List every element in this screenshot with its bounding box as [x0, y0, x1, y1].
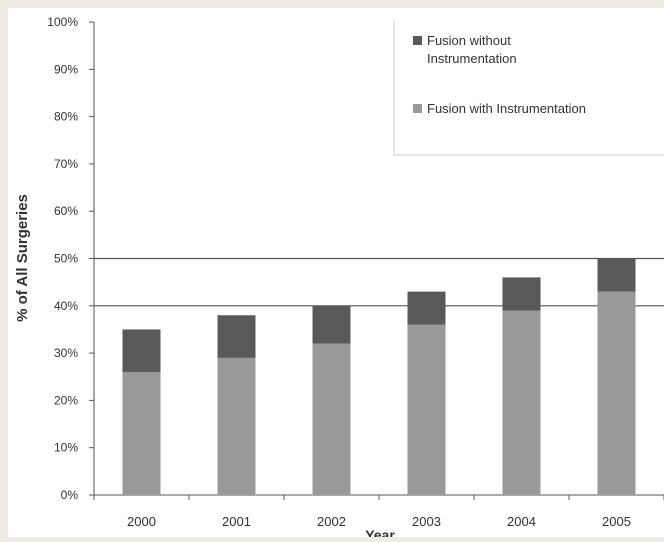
bar-segment — [217, 315, 256, 358]
x-tick-label: 2000 — [127, 514, 156, 529]
bar-segment — [217, 357, 256, 495]
bar-segment — [122, 329, 161, 373]
x-axis: 2000 2001 2002 2003 2004 2005 — [93, 494, 664, 529]
bar-segment — [312, 343, 351, 495]
x-tick-label: 2005 — [602, 514, 631, 529]
y-tick-label: 90% — [54, 62, 78, 76]
bar-segment — [407, 324, 446, 495]
bar-segment — [502, 277, 541, 311]
legend-label: Instrumentation — [427, 51, 517, 66]
bar-segment — [597, 291, 636, 495]
y-tick-label: 10% — [54, 441, 78, 455]
x-tick-label: 2004 — [507, 514, 536, 529]
y-tick-label: 40% — [54, 299, 78, 313]
y-tick-label: 30% — [54, 346, 78, 360]
bars — [122, 258, 636, 495]
x-tick-label: 2003 — [412, 514, 441, 529]
x-tick-label: 2002 — [317, 514, 346, 529]
y-tick-label: 0% — [61, 488, 79, 502]
y-tick-label: 50% — [54, 252, 78, 266]
legend-label: Fusion with Instrumentation — [427, 101, 586, 116]
y-tick-label: 20% — [54, 393, 78, 407]
y-tick-label: 60% — [54, 204, 78, 218]
bar-segment — [312, 305, 351, 344]
reference-lines — [94, 257, 664, 307]
bar-segment — [502, 310, 541, 495]
y-tick-label: 100% — [47, 15, 78, 29]
legend-swatch — [413, 104, 422, 113]
legend: Fusion without Instrumentation Fusion with… — [393, 20, 664, 156]
x-axis-title: Year — [365, 527, 395, 537]
legend-label: Fusion without — [427, 33, 511, 48]
bar-segment — [597, 258, 636, 292]
y-axis: 0% 10% 20% 30% 40% 50% 60% 70% 80% 90% 100% — [47, 15, 95, 502]
x-tick-label: 2001 — [222, 514, 251, 529]
bar-segment — [407, 291, 446, 325]
y-axis-title: % of All Surgeries — [14, 194, 31, 322]
bar-segment — [122, 372, 161, 495]
legend-swatch — [413, 36, 422, 45]
y-tick-label: 80% — [54, 110, 78, 124]
y-tick-label: 70% — [54, 157, 78, 171]
